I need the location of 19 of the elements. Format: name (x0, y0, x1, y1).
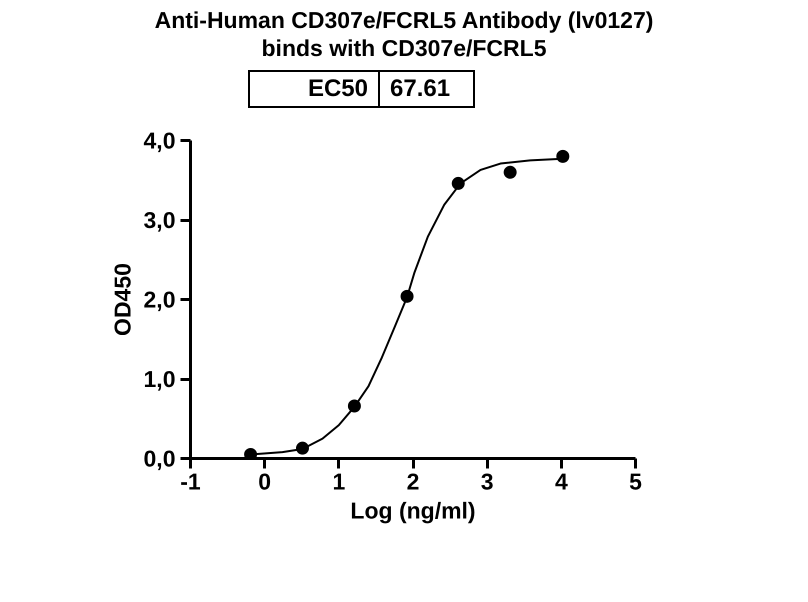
y-tick-label: 2,0 (144, 286, 176, 312)
x-tick-label: 0 (258, 468, 272, 494)
text: EC50 (249, 71, 379, 108)
y-axis-title: OD450 (110, 263, 136, 336)
x-tick-label: 2 (406, 468, 420, 494)
x-tick-label: 5 (629, 468, 642, 494)
chart-title: Anti-Human CD307e/FCRL5 Antibody (lv0127) binds with CD307e/FCRL5 (154, 6, 654, 62)
y-tick-label: 0,0 (144, 446, 176, 472)
text: 67.61 (379, 71, 474, 108)
y-tick-label: 3,0 (144, 207, 176, 233)
point (556, 150, 570, 163)
y-tick-label: 4,0 (144, 128, 176, 154)
x-tick-label: 3 (480, 468, 494, 494)
y-tick-label: 1,0 (144, 366, 176, 392)
point (504, 166, 517, 179)
x-tick-label: -1 (180, 468, 201, 494)
x-axis-title: Log (ng/ml) (350, 498, 476, 524)
x-tick-label: 1 (332, 468, 346, 494)
x-tick-label: 4 (554, 468, 568, 494)
